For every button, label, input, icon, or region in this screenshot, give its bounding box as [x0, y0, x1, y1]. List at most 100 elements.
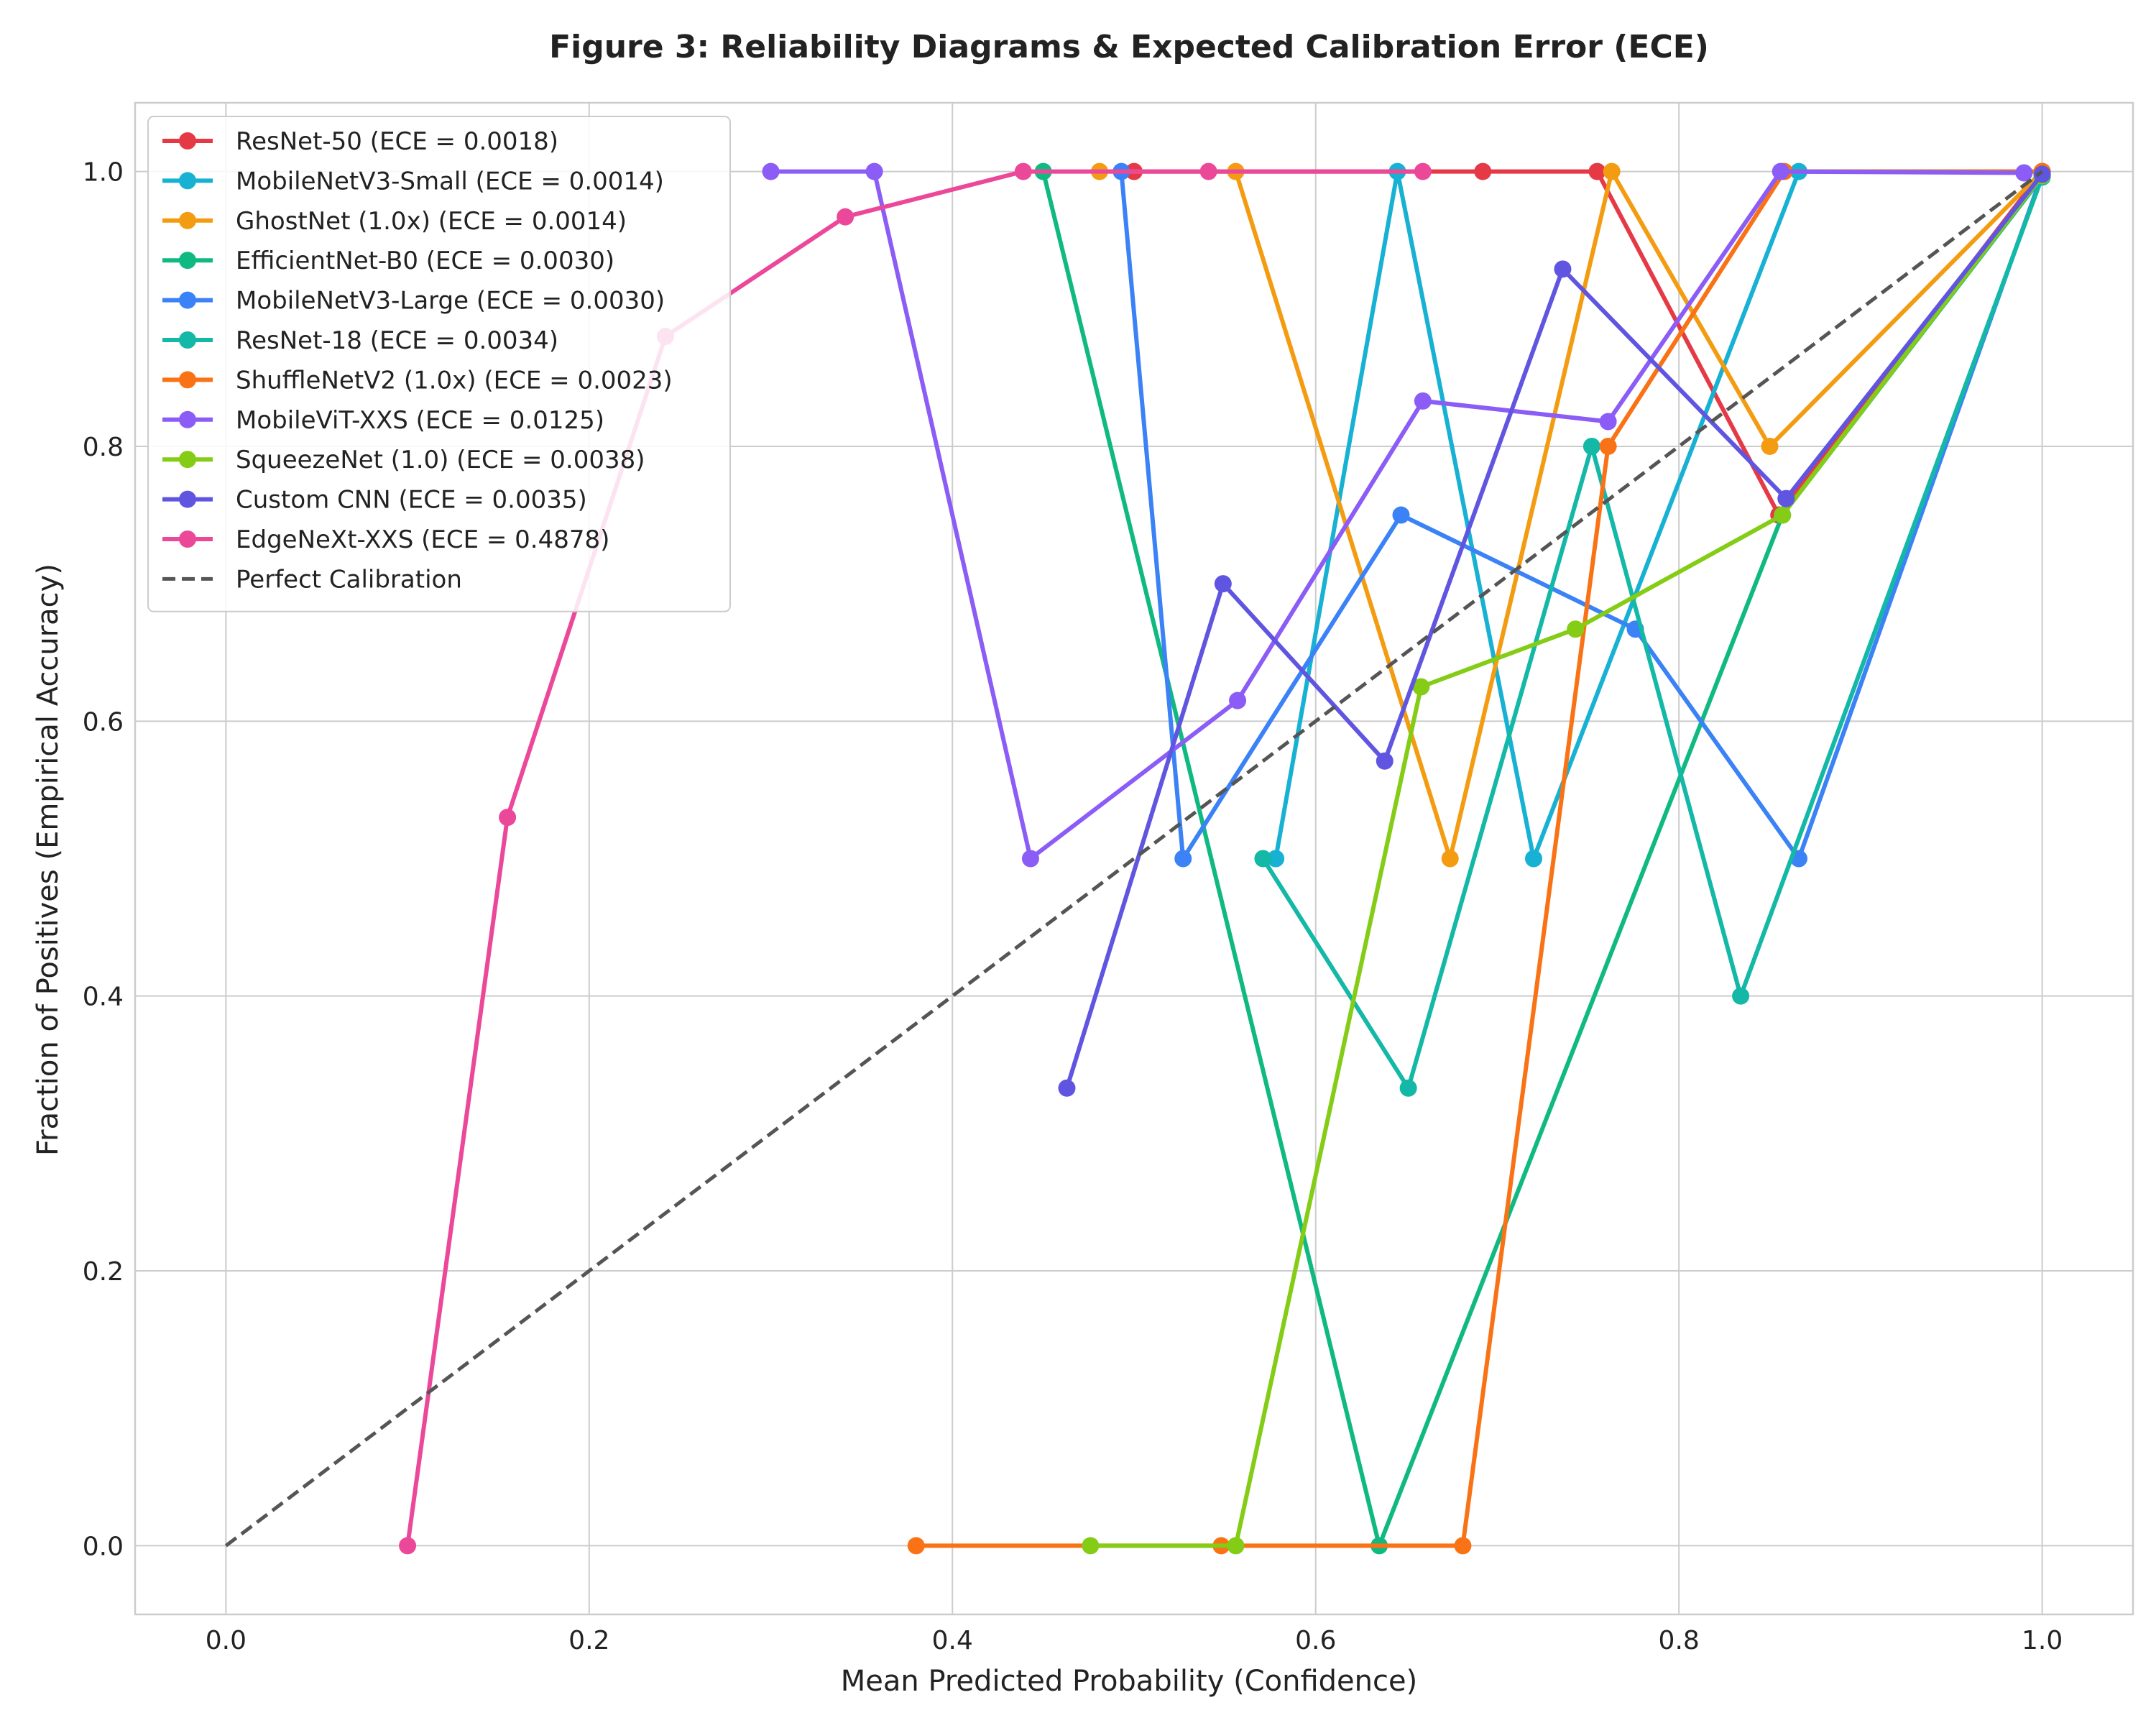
legend-label: ResNet-18 (ECE = 0.0034) — [236, 326, 558, 355]
y-tick-label: 0.2 — [83, 1257, 124, 1287]
data-point — [1525, 850, 1542, 868]
reference-line — [224, 170, 2044, 1548]
x-tick-label: 1.0 — [2022, 1626, 2063, 1655]
legend-item: EfficientNet-B0 (ECE = 0.0030) — [162, 247, 614, 275]
data-point — [1376, 752, 1393, 770]
legend-item: MobileNetV3-Small (ECE = 0.0014) — [162, 167, 664, 196]
legend-label: MobileNetV3-Large (ECE = 0.0030) — [236, 287, 665, 316]
legend-label: EdgeNeXt-XXS (ECE = 0.4878) — [236, 525, 609, 554]
data-point — [1267, 850, 1285, 868]
legend-marker — [179, 172, 196, 190]
legend-item: SqueezeNet (1.0) (ECE = 0.0038) — [162, 446, 645, 474]
data-point — [1588, 162, 1606, 180]
legend-label: Perfect Calibration — [236, 565, 462, 594]
data-point — [1399, 1079, 1417, 1097]
legend-item: MobileNetV3-Large (ECE = 0.0030) — [162, 287, 665, 316]
series-line — [1088, 173, 2045, 1548]
data-point — [837, 208, 854, 226]
legend-marker — [179, 211, 196, 229]
series-group — [1082, 167, 2051, 1555]
legend-marker — [179, 490, 196, 508]
series-group — [762, 162, 2033, 868]
legend-marker — [179, 132, 196, 150]
data-point — [2033, 165, 2051, 183]
y-tick-label: 0.6 — [83, 707, 124, 737]
data-point — [1174, 850, 1192, 868]
data-point — [1414, 392, 1432, 410]
legend-item: Perfect Calibration — [162, 565, 462, 594]
legend-marker — [179, 451, 196, 469]
data-point — [1772, 162, 1789, 180]
y-tick-label: 0.0 — [83, 1532, 124, 1561]
x-tick-label: 0.0 — [206, 1626, 247, 1655]
x-axis-label: Mean Predicted Probability (Confidence) — [841, 1665, 1417, 1698]
data-point — [2015, 164, 2033, 182]
data-point — [1774, 506, 1792, 524]
data-point — [1199, 162, 1217, 180]
data-point — [1567, 620, 1585, 638]
ticks-layer: 0.0 0.2 0.4 0.6 0.8 1.0 0.0 0.2 0.4 0.6 0.8 1.0 — [83, 158, 2063, 1655]
legend-item: EdgeNeXt-XXS (ECE = 0.4878) — [162, 525, 609, 554]
data-point — [1021, 850, 1039, 868]
legend-label: MobileNetV3-Small (ECE = 0.0014) — [236, 167, 664, 196]
data-point — [1554, 260, 1572, 278]
legend-marker — [179, 530, 196, 548]
data-point — [399, 1537, 417, 1555]
data-point — [1441, 850, 1459, 868]
legend-label: EfficientNet-B0 (ECE = 0.0030) — [236, 247, 614, 275]
plot-border — [134, 101, 2134, 1616]
series-group — [1058, 165, 2051, 1097]
data-point — [1599, 437, 1617, 455]
data-point — [1058, 1079, 1076, 1097]
x-tick-label: 0.6 — [1295, 1626, 1336, 1655]
legend-item: Custom CNN (ECE = 0.0035) — [162, 486, 587, 515]
data-point — [1082, 1537, 1100, 1555]
x-tick-label: 0.2 — [568, 1626, 609, 1655]
plot-frame — [134, 101, 2134, 1616]
data-point — [762, 162, 780, 180]
legend-marker — [179, 371, 196, 389]
chart-title: Figure 3: Reliability Diagrams & Expecte… — [549, 29, 1709, 65]
y-tick-label: 0.4 — [83, 983, 124, 1012]
legend-marker — [179, 331, 196, 349]
y-axis-label: Fraction of Positives (Empirical Accurac… — [32, 564, 65, 1156]
legend-label: Custom CNN (ECE = 0.0035) — [236, 486, 587, 515]
data-point — [499, 809, 517, 827]
data-point — [1014, 162, 1032, 180]
legend-item: ResNet-18 (ECE = 0.0034) — [162, 326, 558, 355]
data-point — [1229, 691, 1247, 709]
y-tick-label: 1.0 — [83, 158, 124, 188]
data-point — [1603, 162, 1621, 180]
data-point — [1214, 575, 1232, 593]
data-point — [1254, 850, 1272, 868]
series-line — [768, 169, 2027, 861]
legend-label: MobileViT-XXS (ECE = 0.0125) — [236, 406, 604, 435]
data-point — [1412, 678, 1430, 696]
data-point — [1583, 437, 1600, 455]
legend-marker — [179, 291, 196, 309]
data-point — [1414, 162, 1432, 180]
data-point — [1732, 987, 1750, 1005]
data-point — [1761, 437, 1779, 455]
legend: ResNet-50 (ECE = 0.0018) MobileNetV3-Smal… — [147, 116, 731, 612]
legend-label: GhostNet (1.0x) (ECE = 0.0014) — [236, 207, 627, 236]
data-point — [865, 162, 883, 180]
grid-layer — [135, 103, 2133, 1614]
data-point — [1474, 162, 1492, 180]
legend-item: MobileViT-XXS (ECE = 0.0125) — [162, 406, 604, 435]
legend-label: SqueezeNet (1.0) (ECE = 0.0038) — [236, 446, 645, 474]
data-point — [1777, 490, 1795, 507]
data-point — [1227, 1537, 1245, 1555]
legend-marker — [179, 410, 196, 428]
legend-item: ShuffleNetV2 (1.0x) (ECE = 0.0023) — [162, 366, 673, 395]
data-point — [1599, 413, 1617, 431]
data-point — [907, 1537, 925, 1555]
legend-item: ResNet-50 (ECE = 0.0018) — [162, 127, 558, 156]
y-tick-label: 0.8 — [83, 433, 124, 462]
series-group — [224, 170, 2044, 1548]
x-tick-label: 0.4 — [932, 1626, 973, 1655]
series-line — [1064, 172, 2045, 1090]
legend-label: ShuffleNetV2 (1.0x) (ECE = 0.0023) — [236, 366, 673, 395]
